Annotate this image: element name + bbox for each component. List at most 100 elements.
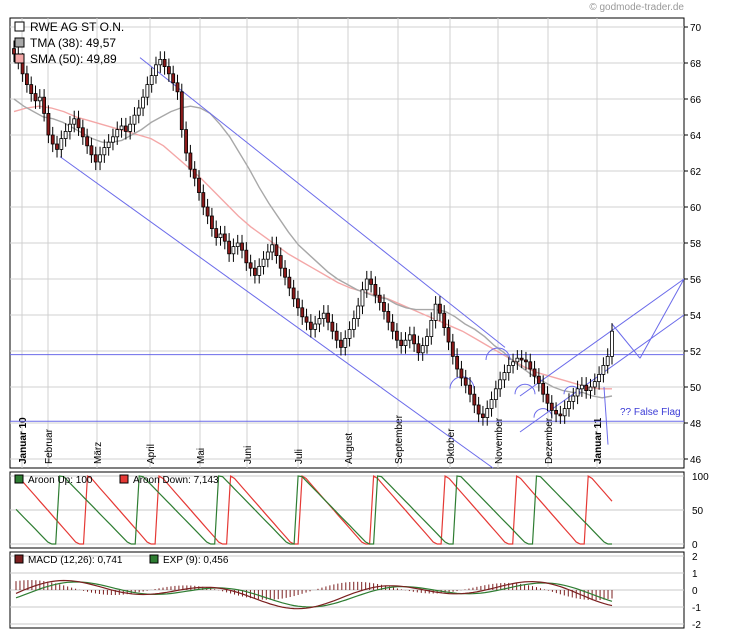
- candle-body: [545, 393, 550, 404]
- macd-lines: [15, 579, 613, 610]
- candle-body: [287, 276, 292, 289]
- candle-body: [59, 138, 64, 150]
- candle-body: [382, 301, 386, 312]
- legend-aroon-up-label: Aroon Up: 100: [28, 475, 93, 486]
- candle-body: [571, 395, 576, 402]
- candle-body: [425, 336, 429, 347]
- watermark: © godmode-trader.de: [589, 2, 684, 13]
- candle-body: [37, 96, 42, 102]
- aroon-y-tick-label: 0: [692, 540, 698, 551]
- candle-body: [261, 258, 266, 267]
- candle-body: [93, 154, 98, 163]
- month-label: August: [344, 433, 355, 464]
- aroon-lines: [15, 474, 613, 545]
- candle-body: [265, 251, 270, 260]
- candle-body: [317, 318, 322, 325]
- month-label: Mai: [196, 448, 207, 464]
- candle-body: [407, 334, 412, 341]
- up-channel-upper-line: [519, 278, 685, 397]
- candle-body: [55, 143, 59, 150]
- candle-body: [347, 328, 352, 339]
- candle-body: [369, 278, 373, 285]
- legend-swatch-aroon-down: [119, 474, 129, 484]
- candle-body: [592, 381, 597, 388]
- candle-body: [253, 267, 257, 276]
- candle-body: [218, 233, 223, 238]
- candle-body: [166, 66, 171, 75]
- candle-body: [524, 359, 528, 363]
- candle-body: [119, 125, 124, 130]
- candle-body: [420, 345, 425, 354]
- candle-body: [274, 244, 279, 257]
- candle-body: [442, 312, 447, 329]
- candle-body: [222, 233, 227, 242]
- candle-body: [46, 113, 51, 136]
- candle-body: [351, 318, 356, 330]
- candle-body: [158, 59, 163, 66]
- candle-body: [171, 73, 176, 84]
- candle-body: [128, 123, 133, 132]
- candle-body: [162, 59, 167, 68]
- month-label: Februar: [44, 428, 55, 464]
- macd-line: [15, 579, 613, 610]
- legend-swatch-sma: [14, 53, 25, 64]
- price-panel: Januar 10 Februar März April Mai Juni Juli Augu…: [9, 17, 702, 469]
- candle-body: [554, 409, 558, 415]
- candle-body: [605, 355, 610, 366]
- candle-body: [584, 384, 589, 392]
- price-y-tick-label: 54: [690, 311, 702, 322]
- candle-body: [111, 136, 115, 143]
- candle-body: [291, 287, 296, 300]
- swing-arc: [514, 383, 536, 395]
- legend-swatch-aroon-up: [14, 474, 24, 484]
- false-flag-line: [603, 386, 609, 445]
- candle-body: [498, 379, 503, 390]
- price-y-tick-label: 48: [690, 419, 702, 430]
- candle-body: [536, 375, 541, 384]
- aroon-up-line: [15, 475, 612, 545]
- candle-body: [102, 147, 107, 156]
- candle-body: [549, 402, 554, 411]
- candle-body: [330, 321, 335, 332]
- candle-body: [192, 168, 197, 179]
- channel-upper-line: [139, 57, 506, 348]
- aroon-y-tick-label: 50: [692, 506, 704, 517]
- candle-body: [468, 384, 472, 395]
- candle-body: [145, 84, 150, 98]
- candle-body: [373, 283, 378, 296]
- macd-y-axis: -2 -1 0 1 2: [692, 552, 701, 631]
- price-x-labels: Januar 10 Februar März April Mai Juni Juli Augu…: [18, 18, 604, 468]
- candle-body: [476, 404, 481, 415]
- legend-macd-label: MACD (12,26): 0,741: [28, 555, 123, 566]
- aroon-down-line: [15, 474, 613, 545]
- candle-body: [528, 361, 533, 370]
- candle-body: [257, 265, 262, 276]
- candle-body: [235, 242, 240, 247]
- channel-lower-line: [59, 156, 494, 469]
- candle-body: [154, 64, 158, 77]
- candle-body: [588, 386, 593, 391]
- candle-body: [356, 305, 361, 320]
- candle-body: [106, 141, 111, 148]
- candle-body: [63, 130, 68, 139]
- candle-body: [481, 413, 485, 418]
- candle-body: [390, 321, 395, 332]
- macd-y-tick-label: -2: [692, 620, 701, 631]
- candle-body: [450, 341, 455, 357]
- price-y-tick-label: 68: [690, 59, 702, 70]
- candle-body: [179, 91, 184, 131]
- candle-body: [416, 343, 421, 354]
- swing-arc: [485, 347, 511, 361]
- candle-body: [205, 206, 210, 217]
- candle-body: [132, 114, 137, 125]
- aroon-y-tick-label: 100: [692, 472, 709, 483]
- candle-body: [50, 134, 55, 145]
- candle-body: [123, 125, 128, 132]
- macd-y-tick-label: 1: [692, 569, 698, 580]
- price-legend: RWE AG ST O.N. TMA (38): 49,57 SMA (50):…: [14, 20, 124, 66]
- candle-body: [438, 303, 442, 314]
- candle-body: [304, 316, 309, 323]
- candle-body: [231, 246, 236, 255]
- candle-body: [394, 330, 399, 341]
